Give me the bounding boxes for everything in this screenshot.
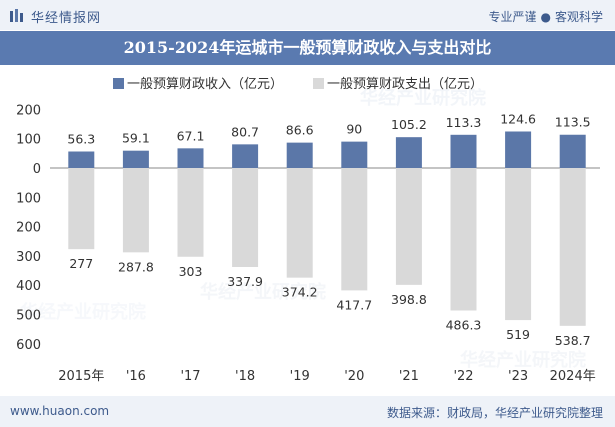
- top-bar: 华经情报网 专业严谨 ● 客观科学: [0, 0, 615, 30]
- legend-swatch-expense: [313, 78, 324, 89]
- data-label-expense: 398.8: [391, 292, 427, 307]
- slogan-left: 专业严谨: [488, 10, 537, 24]
- slogan-right: 客观科学: [554, 10, 603, 24]
- x-tick-label: '19: [290, 369, 310, 384]
- watermark-text: 华经产业研究院: [200, 281, 326, 303]
- brand-logo-icon: [10, 9, 23, 22]
- x-tick-label: '18: [235, 369, 255, 384]
- chart-title: 2015-2024年运城市一般预算财政收入与支出对比: [123, 38, 492, 57]
- data-label-expense: 374.2: [282, 285, 318, 300]
- bar-income: [559, 134, 586, 168]
- bar-income: [341, 141, 368, 168]
- x-tick-label: 2015年: [58, 369, 104, 384]
- bar-expense: [177, 168, 204, 257]
- watermark-text: 华经产业研究院: [360, 87, 486, 109]
- x-tick-label: '21: [399, 369, 419, 384]
- bullet-icon: ●: [540, 10, 551, 24]
- x-tick-label: '20: [344, 369, 364, 384]
- data-label-expense: 303: [179, 264, 203, 279]
- legend-swatch-income: [113, 78, 124, 89]
- footer-bar: www.huaon.com 数据来源：财政局，华经产业研究院整理: [0, 396, 615, 427]
- title-bar: 2015-2024年运城市一般预算财政收入与支出对比: [0, 31, 615, 65]
- data-label-income: 67.1: [177, 128, 205, 143]
- data-label-expense: 337.9: [227, 274, 263, 289]
- legend-label-expense: 一般预算财政支出（亿元）: [327, 76, 483, 92]
- data-label-income: 86.6: [286, 123, 314, 138]
- footer-url: www.huaon.com: [10, 404, 110, 418]
- brand-name: 华经情报网: [31, 11, 102, 26]
- x-tick-label: '23: [508, 369, 528, 384]
- x-tick-label: '17: [180, 369, 200, 384]
- slogan: 专业严谨 ● 客观科学: [488, 8, 603, 25]
- watermark-text: 华经产业研究院: [460, 349, 586, 371]
- data-label-income: 113.5: [555, 115, 591, 130]
- bar-income: [232, 144, 259, 168]
- data-label-income: 105.2: [391, 117, 427, 132]
- data-label-income: 124.6: [500, 111, 536, 126]
- data-label-expense: 519: [506, 327, 530, 342]
- data-label-income: 59.1: [122, 131, 150, 146]
- y-tick-label: 200: [16, 221, 41, 236]
- bar-expense: [505, 168, 532, 321]
- bar-expense: [68, 168, 95, 250]
- y-tick-label: 200: [16, 103, 41, 118]
- bar-expense: [450, 168, 477, 311]
- data-label-income: 56.3: [67, 132, 95, 147]
- y-tick-label: 400: [16, 279, 41, 294]
- y-tick-label: 300: [16, 250, 41, 265]
- data-label-expense: 287.8: [118, 259, 154, 274]
- watermark-text: 华经产业研究院: [20, 301, 146, 323]
- bar-expense: [122, 168, 149, 253]
- data-label-income: 113.3: [446, 115, 482, 130]
- data-label-expense: 486.3: [446, 317, 482, 332]
- bar-expense: [559, 168, 586, 326]
- data-label-expense: 538.7: [555, 333, 591, 348]
- bar-income: [68, 151, 95, 168]
- x-tick-label: '16: [126, 369, 146, 384]
- bar-income: [450, 134, 477, 168]
- bar-income: [177, 148, 204, 168]
- y-tick-label: 600: [16, 338, 41, 353]
- bar-expense: [341, 168, 368, 291]
- legend-label-income: 一般预算财政收入（亿元）: [127, 76, 283, 92]
- y-tick-label: 100: [16, 133, 41, 148]
- bar-chart: 华经产业研究院华经产业研究院华经产业研究院华经产业研究院一般预算财政收入（亿元）…: [16, 76, 600, 384]
- data-label-expense: 417.7: [336, 297, 372, 312]
- bar-expense: [232, 168, 259, 268]
- x-tick-label: 2024年: [550, 369, 596, 384]
- x-tick-label: '22: [453, 369, 473, 384]
- bar-income: [505, 131, 532, 168]
- bar-income: [395, 137, 422, 168]
- footer-source: 数据来源：财政局，华经产业研究院整理: [386, 406, 603, 420]
- bar-expense: [395, 168, 422, 285]
- data-label-expense: 277: [69, 256, 93, 271]
- y-tick-label: 0: [33, 162, 41, 177]
- bar-income: [286, 142, 313, 168]
- bar-expense: [286, 168, 313, 278]
- data-label-income: 80.7: [231, 124, 259, 139]
- data-label-income: 90: [346, 122, 362, 137]
- y-tick-label: 500: [16, 309, 41, 324]
- y-tick-label: 100: [16, 191, 41, 206]
- bar-income: [122, 150, 149, 168]
